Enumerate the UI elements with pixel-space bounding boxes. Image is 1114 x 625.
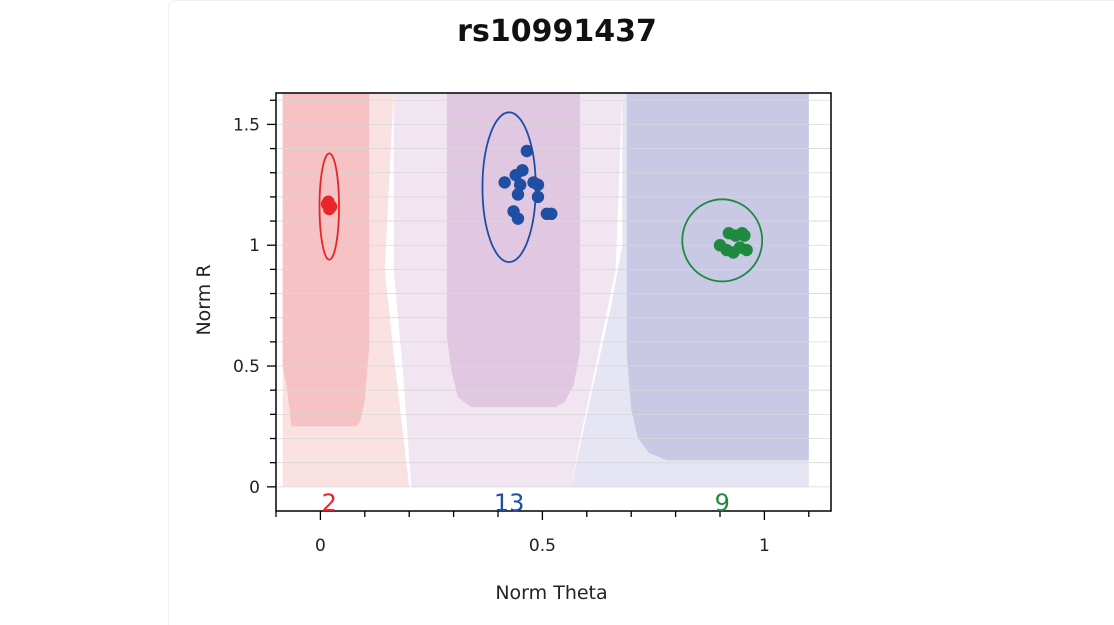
cluster-ellipse-2 <box>681 198 764 283</box>
y-tick-label: 1 <box>249 236 260 256</box>
cluster-regions <box>282 93 809 487</box>
x-axis-title: Norm Theta <box>495 582 607 604</box>
cluster-region-core-2 <box>626 93 809 461</box>
cluster-region-core-1 <box>446 93 581 408</box>
plot-frame <box>275 92 832 512</box>
data-point <box>531 178 545 192</box>
data-point <box>545 207 558 221</box>
grid-lines <box>276 99 831 488</box>
x-tick-label: 0 <box>315 536 326 556</box>
cluster-count-label-0: 2 <box>322 489 337 517</box>
data-point <box>516 164 529 177</box>
data-point <box>498 176 511 189</box>
data-points <box>320 144 753 259</box>
cluster-ellipse-0 <box>318 152 340 261</box>
data-point <box>520 144 534 158</box>
axis-labels: 2 13 9 0 0.5 1 1.5 0 0.5 1 Norm Theta Norm R <box>193 115 770 604</box>
data-point <box>511 188 525 201</box>
cluster-count-label-2: 9 <box>715 489 730 517</box>
data-point <box>740 243 753 257</box>
x-tick-label: 1 <box>759 536 770 556</box>
data-point <box>320 197 334 211</box>
y-tick-label: 0 <box>249 478 260 498</box>
y-axis-title: Norm R <box>193 264 215 335</box>
y-tick-label: 1.5 <box>233 115 260 135</box>
cluster-count-label-1: 13 <box>494 489 525 517</box>
data-point <box>514 178 527 192</box>
y-tick-label: 0.5 <box>233 357 260 377</box>
axes <box>267 92 832 520</box>
data-point <box>738 229 751 242</box>
data-point <box>531 190 545 204</box>
chart-title: rs10991437 <box>457 14 657 49</box>
cluster-region-core-0 <box>282 93 370 427</box>
x-tick-label: 0.5 <box>529 536 556 556</box>
data-point <box>511 212 525 225</box>
